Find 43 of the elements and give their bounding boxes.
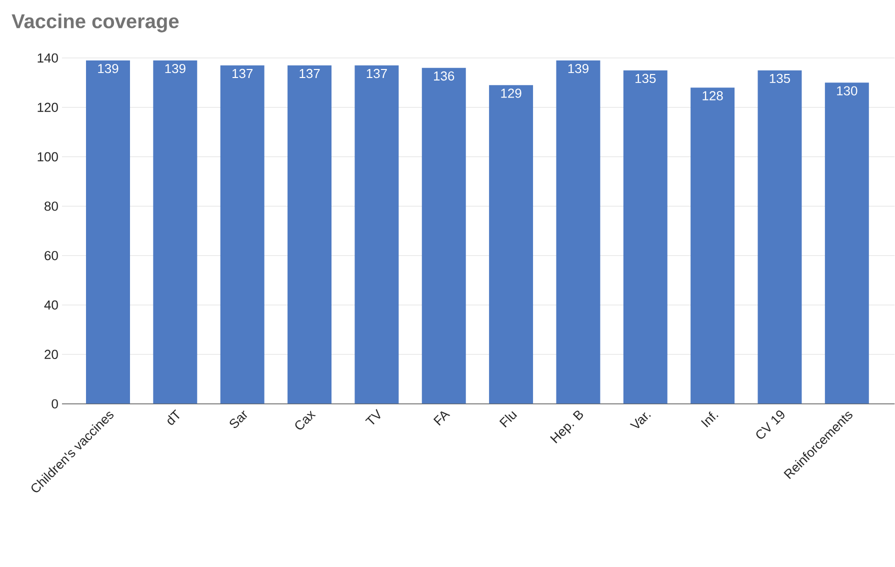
data-label: 135 bbox=[770, 74, 790, 84]
y-tick-label: 80 bbox=[44, 202, 58, 211]
bar bbox=[422, 68, 466, 404]
data-label: 129 bbox=[501, 88, 522, 98]
bar bbox=[86, 60, 130, 404]
y-tick-label: 40 bbox=[44, 300, 58, 310]
data-label: 137 bbox=[366, 69, 387, 78]
bar bbox=[623, 70, 668, 404]
bar bbox=[690, 88, 735, 404]
x-tick-label: Inf. bbox=[700, 412, 718, 428]
x-tick-label: FA bbox=[433, 411, 450, 426]
x-tick-label: Sar bbox=[230, 410, 248, 428]
y-tick-label: 120 bbox=[38, 102, 58, 112]
x-tick-label: Hep. B bbox=[550, 410, 583, 444]
data-label: 139 bbox=[568, 64, 588, 74]
data-label: 139 bbox=[98, 64, 118, 74]
x-tick-label: TV bbox=[365, 408, 380, 425]
bar bbox=[153, 60, 198, 404]
y-tick-label: 140 bbox=[38, 53, 58, 63]
data-label: 135 bbox=[636, 74, 656, 84]
data-label: 137 bbox=[232, 69, 253, 78]
x-tick-label: Var. bbox=[630, 412, 651, 428]
y-tick-label: 60 bbox=[44, 251, 58, 260]
chart-title: Vaccine coverage bbox=[12, 14, 179, 32]
data-label: 139 bbox=[165, 64, 186, 74]
y-tick-label: 20 bbox=[44, 350, 58, 360]
bar bbox=[354, 66, 399, 404]
x-tick-label: dT bbox=[168, 409, 180, 425]
bar bbox=[288, 66, 332, 404]
bar bbox=[824, 82, 869, 404]
y-tick-label: 100 bbox=[38, 152, 58, 162]
bar bbox=[556, 60, 600, 404]
x-tick-label: CV 19 bbox=[756, 410, 784, 439]
y-tick-label: 0 bbox=[52, 399, 58, 409]
x-tick-label: Flu bbox=[499, 411, 518, 428]
x-tick-label: Cax bbox=[295, 410, 316, 430]
data-label: 136 bbox=[434, 72, 454, 81]
data-label: 128 bbox=[702, 91, 723, 100]
data-label: 130 bbox=[837, 86, 858, 96]
bar bbox=[489, 85, 534, 404]
bar bbox=[220, 66, 264, 404]
data-label: 137 bbox=[300, 69, 320, 78]
bar bbox=[758, 70, 802, 404]
